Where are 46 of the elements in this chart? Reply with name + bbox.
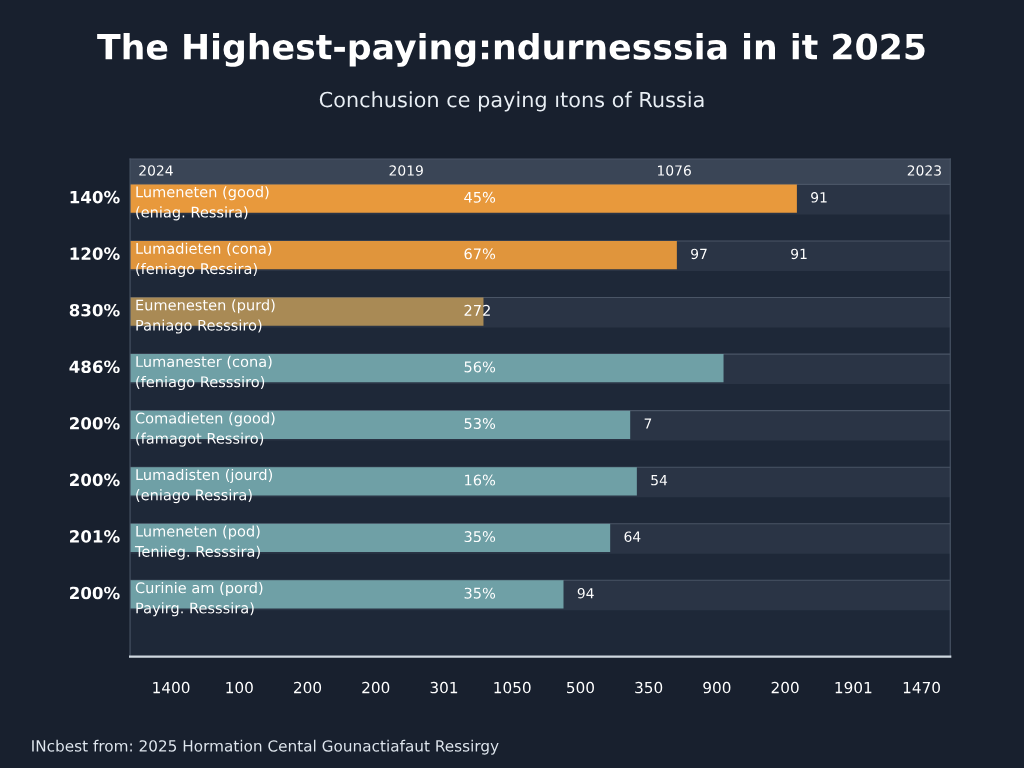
- annotation: 64: [624, 531, 641, 542]
- annotation: 54: [651, 475, 668, 486]
- annotation: 2024: [139, 165, 173, 176]
- text: 1050: [494, 681, 531, 694]
- annotation: 35%: [464, 587, 496, 599]
- annotation: 97: [691, 248, 707, 260]
- text: INcbest from: 2025 Hormation Cental Gounactiafaut Ressirgy: [32, 739, 499, 755]
- text: 500: [567, 681, 594, 694]
- text: 120%: [70, 247, 120, 260]
- annotation: 45%: [464, 191, 496, 203]
- text: 1400: [153, 681, 190, 694]
- chart-subtitle: Conchusion ce paying ıtons of Russia: [319, 91, 704, 112]
- text: 2023: [907, 165, 941, 176]
- text: 1470: [903, 681, 940, 694]
- annotation: 56%: [464, 361, 496, 373]
- text: 1901: [835, 681, 872, 694]
- chart-title: The Highest-paying:ndurnesssia in it 2025: [97, 32, 925, 67]
- text: 200: [294, 681, 322, 694]
- text: 350: [635, 681, 663, 694]
- y-tick-label: Lumeneten (pod) Teniieg. Resssira): [134, 525, 260, 560]
- text: 486%: [69, 360, 120, 374]
- y-tick-label: Curinie am (pord) Payirg. Resssira): [135, 581, 263, 617]
- text: 140%: [70, 190, 120, 204]
- text: 200%: [70, 586, 120, 600]
- y-tick-label: Lumanester (cona) (feniago Resssiro): [136, 355, 272, 391]
- text: 200%: [70, 417, 120, 430]
- text: 200%: [70, 473, 120, 487]
- annotation: 91: [791, 248, 807, 260]
- text: 301: [430, 681, 458, 694]
- annotation: 1076: [657, 165, 691, 176]
- text: 200: [771, 681, 799, 694]
- annotation: 67%: [464, 248, 496, 260]
- annotation: 35%: [464, 531, 496, 543]
- annotation: 53%: [464, 417, 496, 430]
- annotation: 7: [644, 418, 652, 429]
- text: 200: [362, 681, 390, 694]
- annotation: 16%: [465, 474, 496, 486]
- y-tick-label: Lumadisten (jourd) (eniago Ressira): [136, 468, 273, 504]
- text: 830%: [69, 303, 120, 317]
- y-tick-label: Comadieten (good) (famagot Ressiro): [135, 412, 275, 447]
- text: 100: [226, 681, 253, 694]
- annotation: 2019: [389, 165, 423, 176]
- annotation: 94: [577, 587, 594, 599]
- text: 900: [703, 681, 731, 694]
- text: 201%: [70, 530, 120, 543]
- text: 91: [811, 192, 827, 203]
